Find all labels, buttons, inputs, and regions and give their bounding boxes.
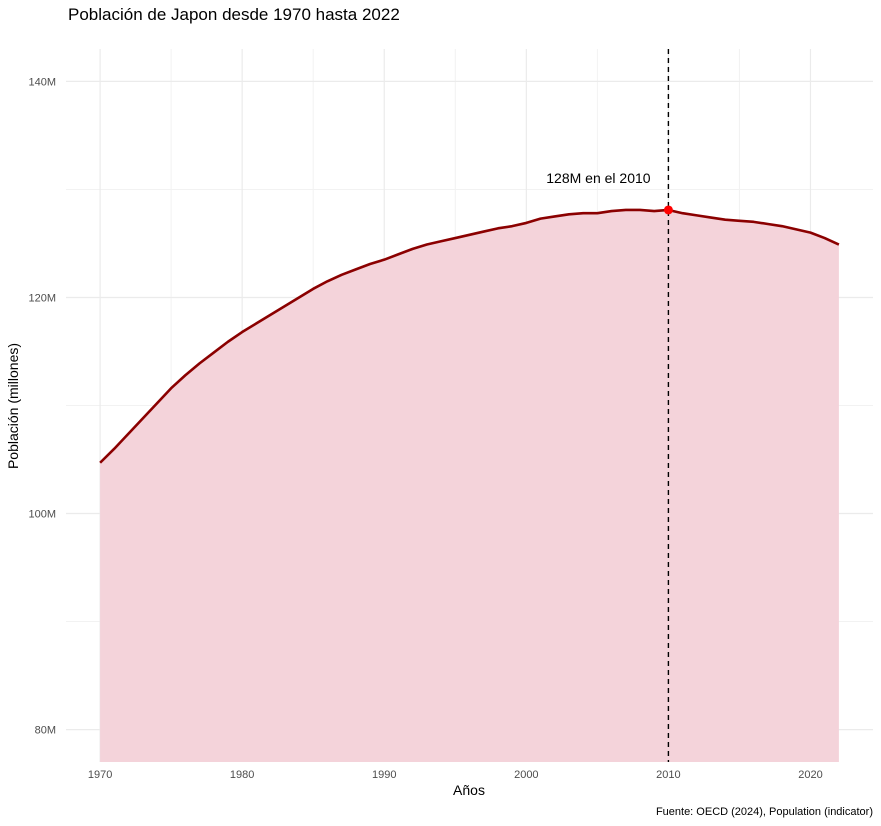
x-tick-label: 2010 bbox=[656, 769, 680, 781]
x-tick-label: 2020 bbox=[798, 769, 822, 781]
x-tick-label: 1990 bbox=[372, 769, 396, 781]
population-area-fill bbox=[100, 209, 839, 763]
highlight-point bbox=[663, 205, 673, 215]
x-tick-label: 1980 bbox=[230, 769, 254, 781]
highlight-annotation: 128M en el 2010 bbox=[546, 170, 651, 186]
x-axis-ticks: 1970 1980 1990 2000 2010 2020 bbox=[88, 769, 823, 781]
x-tick-label: 1970 bbox=[88, 769, 112, 781]
chart-title: Población de Japon desde 1970 hasta 2022 bbox=[68, 5, 400, 24]
source-caption: Fuente: OECD (2024), Population (indicat… bbox=[656, 806, 873, 818]
y-tick-label: 140M bbox=[28, 76, 56, 88]
y-tick-label: 120M bbox=[28, 292, 56, 304]
x-axis-title: Años bbox=[453, 782, 485, 798]
population-line bbox=[99, 208, 840, 464]
y-tick-label: 80M bbox=[35, 725, 56, 737]
y-tick-label: 100M bbox=[28, 509, 56, 521]
x-tick-label: 2000 bbox=[514, 769, 538, 781]
y-axis-ticks: 80M 100M 120M 140M bbox=[28, 76, 56, 736]
y-axis-title: Población (millones) bbox=[5, 343, 21, 469]
